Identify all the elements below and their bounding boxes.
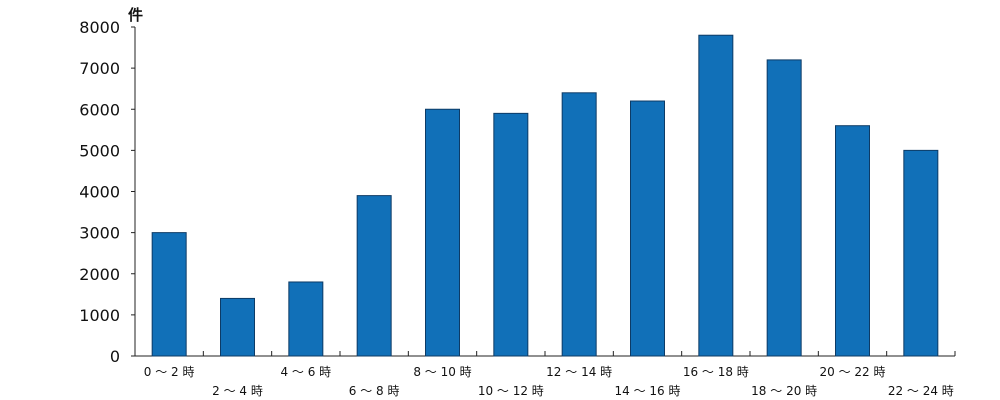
category-label: 0 ～ 2 時: [144, 365, 195, 379]
bar: [630, 100, 665, 357]
bar: [835, 125, 870, 357]
category-label: 20 ～ 22 時: [820, 365, 886, 379]
category-label: 8 ～ 10 時: [413, 365, 471, 379]
bar: [493, 112, 529, 357]
bar: [698, 34, 734, 357]
bar: [356, 195, 392, 357]
category-label: 18 ～ 20 時: [751, 384, 817, 398]
bar: [151, 232, 187, 357]
y-axis: 0 1000 2000 3000 4000 5000 6000 7000 8000: [79, 18, 136, 366]
y-tick-label: 2000: [79, 265, 120, 284]
bar: [288, 281, 324, 357]
y-tick-label: 6000: [79, 100, 120, 119]
y-tick-label: 4000: [79, 183, 120, 202]
y-tick-label: 7000: [79, 59, 120, 78]
bars: [151, 34, 939, 357]
y-tick-label: 1000: [79, 306, 120, 325]
bar: [766, 59, 802, 357]
bar: [903, 149, 939, 357]
y-tick-label: 5000: [79, 141, 120, 160]
category-label: 6 ～ 8 時: [349, 384, 400, 398]
category-label: 22 ～ 24 時: [888, 384, 954, 398]
y-tick-label: 8000: [79, 18, 120, 37]
category-label: 14 ～ 16 時: [615, 384, 681, 398]
category-labels: 0 ～ 2 時 2 ～ 4 時 4 ～ 6 時 6 ～ 8 時 8 ～ 10 時 10 ～…: [144, 365, 954, 398]
category-label: 2 ～ 4 時: [212, 384, 263, 398]
bar: [425, 108, 460, 357]
category-label: 4 ～ 6 時: [280, 365, 331, 379]
x-axis: [134, 351, 956, 357]
category-label: 12 ～ 14 時: [546, 365, 612, 379]
y-tick-label: 0: [110, 347, 120, 366]
bar: [220, 297, 255, 357]
y-tick-label: 3000: [79, 224, 120, 243]
category-label: 16 ～ 18 時: [683, 365, 749, 379]
category-label: 10 ～ 12 時: [478, 384, 544, 398]
bar: [561, 92, 597, 357]
y-axis-unit-label: 件: [128, 6, 143, 24]
